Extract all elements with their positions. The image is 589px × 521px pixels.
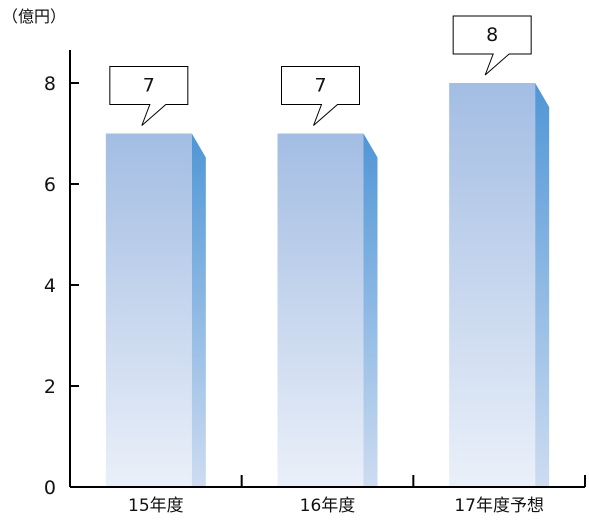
x-tick-label: 16年度 <box>300 496 356 516</box>
x-tick-label: 17年度予想 <box>454 496 544 516</box>
y-axis-unit-label: （億円） <box>2 7 66 26</box>
y-tick-label: 0 <box>44 477 56 499</box>
axes-layer <box>69 50 586 488</box>
data-label-callout <box>452 15 532 76</box>
data-label: 8 <box>486 24 498 46</box>
bars-layer <box>105 83 550 487</box>
data-label-callout <box>281 66 360 126</box>
y-tick-label: 4 <box>44 275 56 297</box>
data-label: 7 <box>143 75 155 97</box>
x-tick-label: 15年度 <box>128 496 184 516</box>
bar-side <box>535 83 550 487</box>
labels-layer: 7 7 8 0 2 4 6 8 15年度 16年度 17年度予想 <box>44 15 544 516</box>
bar-side <box>191 133 206 487</box>
y-tick-label: 6 <box>44 174 56 196</box>
y-tick-label: 2 <box>44 376 56 398</box>
y-tick-label: 8 <box>44 73 56 95</box>
data-label-callout <box>109 66 189 126</box>
data-label: 7 <box>314 75 326 97</box>
bar <box>449 83 536 487</box>
bar <box>105 133 192 487</box>
bar-side <box>363 133 378 487</box>
bar <box>277 133 364 487</box>
